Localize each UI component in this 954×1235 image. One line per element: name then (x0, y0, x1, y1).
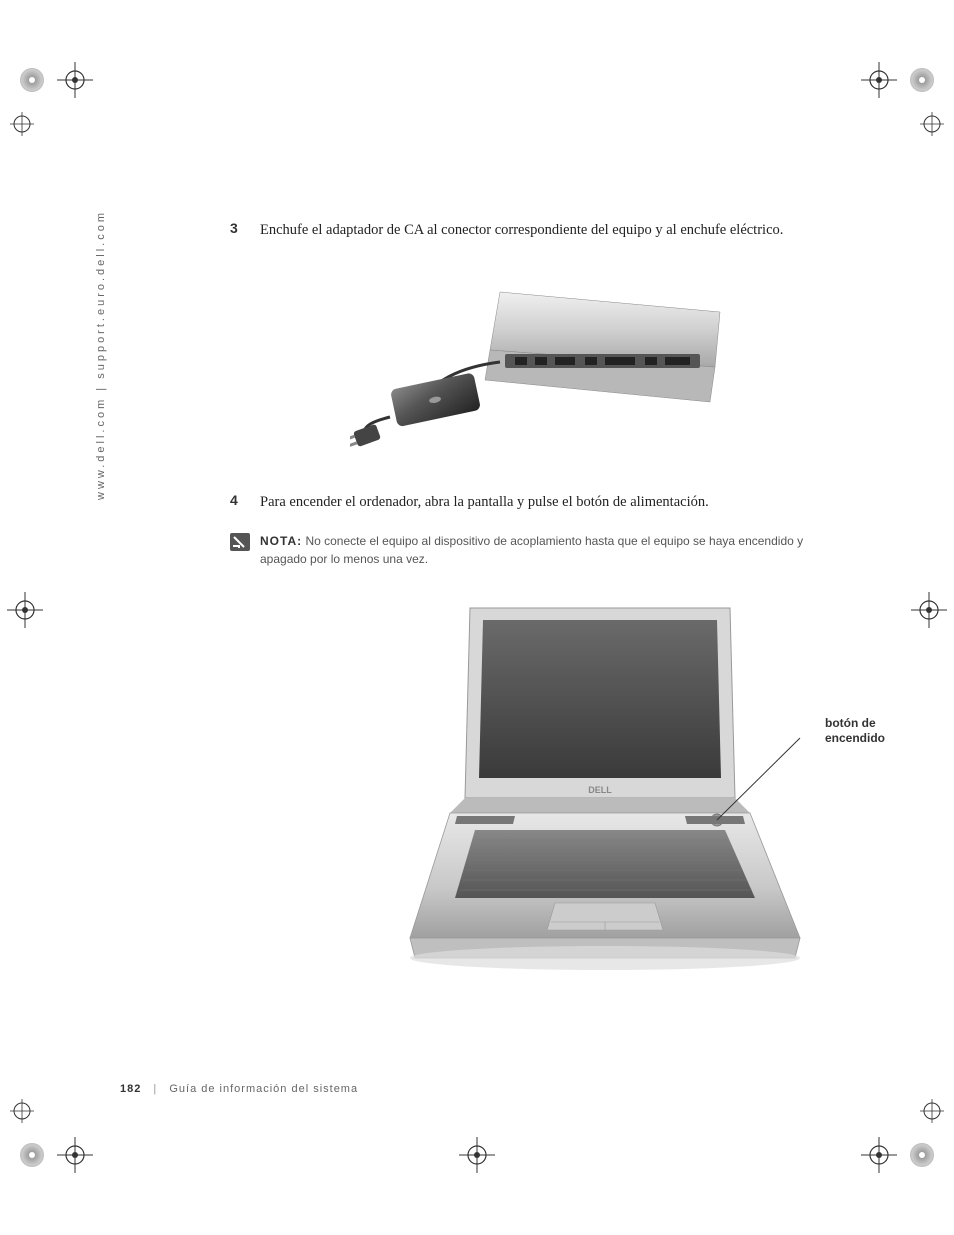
crop-mark-icon (859, 1135, 899, 1175)
figure-laptop-open: DELL botón deencendido (230, 598, 850, 978)
footer-separator: | (153, 1083, 157, 1095)
note: NOTA: No conecte el equipo al dispositiv… (230, 532, 850, 568)
note-icon (230, 533, 250, 551)
registration-mark-icon (920, 1099, 944, 1123)
crop-disc-icon (910, 1143, 934, 1167)
page-container: www.dell.com | support.euro.dell.com 3 E… (0, 0, 954, 1235)
crop-disc-icon (20, 1143, 44, 1167)
figure-adapter (230, 272, 850, 452)
callout-power-button: botón deencendido (825, 716, 915, 747)
page-footer: 182 | Guía de información del sistema (120, 1083, 358, 1095)
registration-mark-icon (920, 112, 944, 136)
crop-mark-icon (5, 590, 45, 630)
svg-text:DELL: DELL (588, 785, 612, 795)
step-number: 3 (230, 220, 260, 242)
crop-mark-icon (457, 1135, 497, 1175)
step-4: 4 Para encender el ordenador, abra la pa… (230, 492, 850, 514)
laptop-illustration: DELL botón deencendido (405, 598, 815, 978)
registration-mark-icon (10, 112, 34, 136)
main-content: 3 Enchufe el adaptador de CA al conector… (230, 220, 850, 1018)
note-body: No conecte el equipo al dispositivo de a… (260, 534, 803, 566)
note-label: NOTA: (260, 534, 302, 548)
crop-mark-icon (909, 590, 949, 630)
registration-mark-icon (10, 1099, 34, 1123)
crop-mark-icon (55, 1135, 95, 1175)
adapter-illustration (350, 272, 730, 452)
page-number: 182 (120, 1083, 141, 1095)
note-text: NOTA: No conecte el equipo al dispositiv… (260, 532, 850, 568)
crop-mark-icon (859, 60, 899, 100)
sidebar-url: www.dell.com | support.euro.dell.com (95, 210, 107, 500)
step-number: 4 (230, 492, 260, 514)
footer-title: Guía de información del sistema (169, 1083, 358, 1095)
crop-mark-icon (55, 60, 95, 100)
step-3: 3 Enchufe el adaptador de CA al conector… (230, 220, 850, 242)
crop-disc-icon (910, 68, 934, 92)
step-text: Para encender el ordenador, abra la pant… (260, 492, 709, 514)
step-text: Enchufe el adaptador de CA al conector c… (260, 220, 783, 242)
crop-disc-icon (20, 68, 44, 92)
